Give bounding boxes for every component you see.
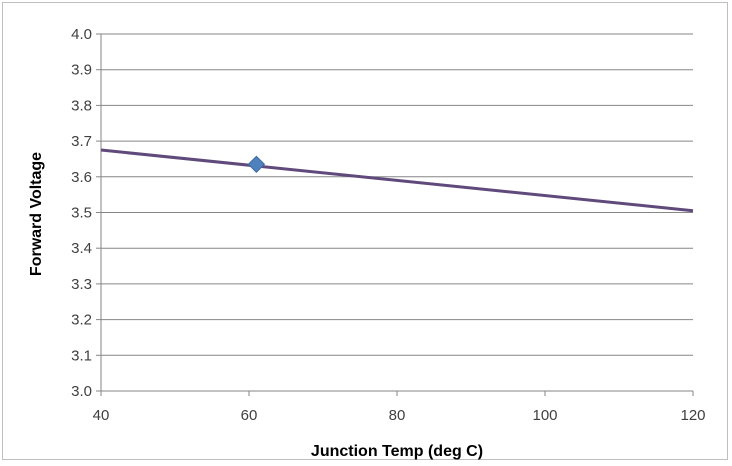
x-tick-label: 80 bbox=[389, 407, 406, 424]
y-tick-label: 3.5 bbox=[71, 205, 92, 222]
trend-line bbox=[100, 148, 694, 213]
y-tick-label: 3.6 bbox=[71, 169, 92, 186]
x-tick-label: 100 bbox=[532, 407, 557, 424]
chart-frame: 3.0 3.1 3.2 3.3 3.4 3.5 3.6 3.7 3.8 3.9 4.0 40 60 80… bbox=[2, 2, 728, 460]
x-tick-label: 40 bbox=[93, 407, 110, 424]
y-tick-label: 3.7 bbox=[71, 133, 92, 150]
axes bbox=[96, 33, 694, 396]
y-axis-title: Forward Voltage bbox=[28, 152, 45, 276]
y-tick-label: 3.3 bbox=[71, 276, 92, 293]
y-tick-label: 3.0 bbox=[71, 383, 92, 400]
y-tick-label: 3.9 bbox=[71, 62, 92, 79]
y-tick-label: 3.1 bbox=[71, 347, 92, 364]
y-tick-labels: 3.0 3.1 3.2 3.3 3.4 3.5 3.6 3.7 3.8 3.9 4.0 bbox=[71, 26, 92, 400]
data-series bbox=[100, 148, 694, 213]
x-tick-labels: 40 60 80 100 120 bbox=[93, 407, 706, 424]
data-point-diamond bbox=[247, 155, 266, 174]
y-tick-label: 3.8 bbox=[71, 97, 92, 114]
x-axis-title: Junction Temp (deg C) bbox=[311, 443, 483, 460]
forward-voltage-chart: 3.0 3.1 3.2 3.3 3.4 3.5 3.6 3.7 3.8 3.9 4.0 40 60 80… bbox=[28, 26, 706, 460]
grid-lines bbox=[101, 33, 693, 356]
y-tick-label: 3.4 bbox=[71, 240, 92, 257]
y-tick-label: 3.2 bbox=[71, 312, 92, 329]
x-tick-label: 60 bbox=[241, 407, 258, 424]
x-tick-label: 120 bbox=[680, 407, 705, 424]
y-tick-label: 4.0 bbox=[71, 26, 92, 43]
